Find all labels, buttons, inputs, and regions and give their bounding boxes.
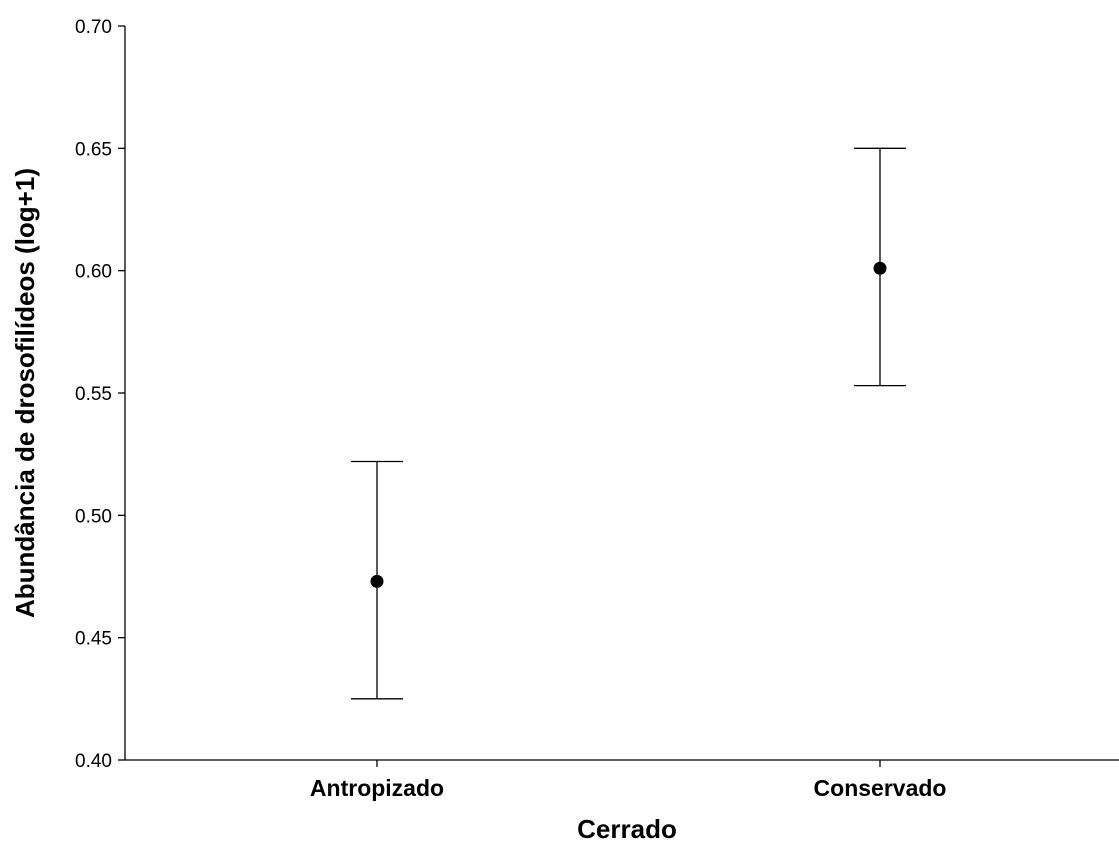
x-axis-title: Cerrado xyxy=(577,814,677,844)
data-point xyxy=(370,574,384,588)
x-tick-label: Conservado xyxy=(814,775,947,801)
y-tick-label: 0.70 xyxy=(75,17,112,38)
y-tick-label: 0.55 xyxy=(75,384,112,405)
y-tick-label: 0.65 xyxy=(75,139,112,160)
y-tick-label: 0.60 xyxy=(75,262,112,283)
data-marks xyxy=(351,147,906,700)
y-tick-label: 0.45 xyxy=(75,629,112,650)
axes: 0.40 0.45 0.50 0.55 0.60 0.65 0.70 Antropizado C… xyxy=(75,17,1119,801)
y-tick-label: 0.40 xyxy=(75,751,112,772)
x-tick-label: Antropizado xyxy=(310,775,444,801)
y-axis-title: Abundância de drosofilídeos (log+1) xyxy=(10,168,40,618)
y-tick-label: 0.50 xyxy=(75,506,112,527)
data-point xyxy=(873,261,887,275)
